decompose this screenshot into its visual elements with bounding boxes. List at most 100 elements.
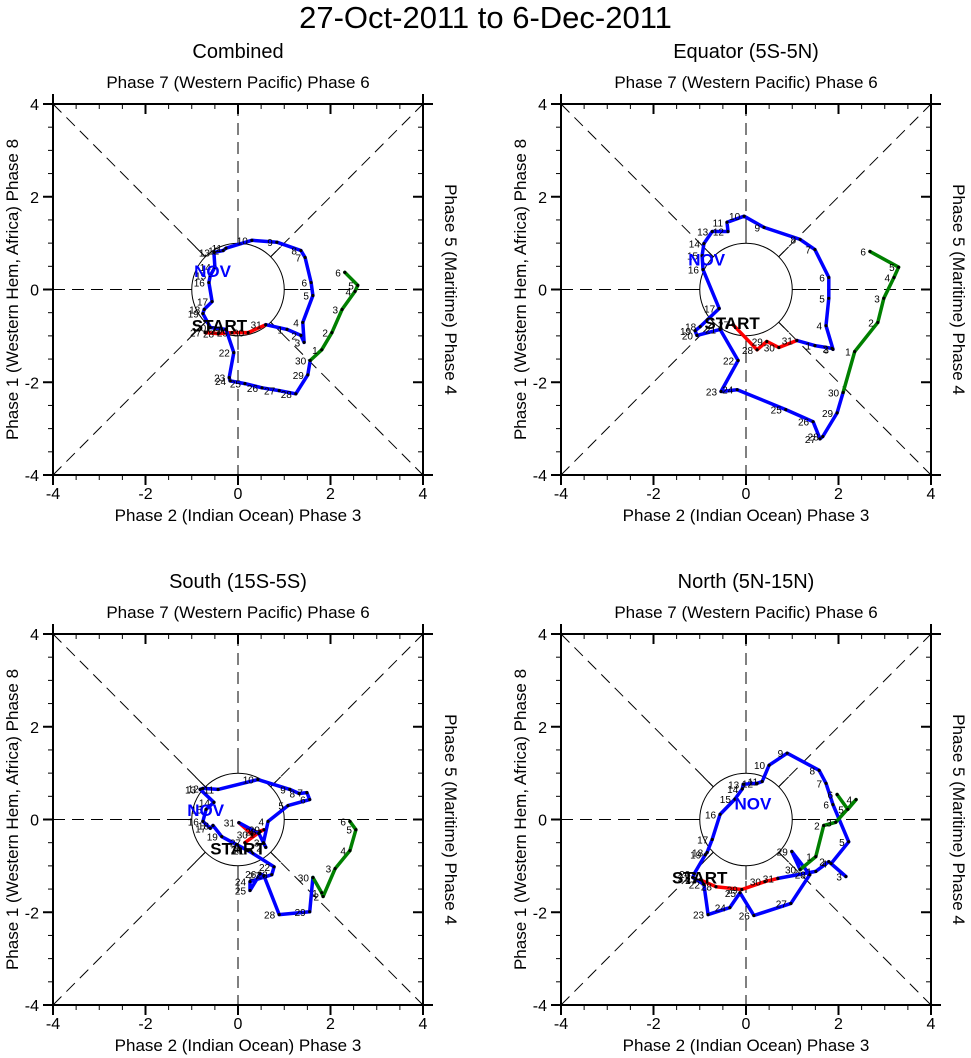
- day-marker: [311, 293, 315, 298]
- day-label: 5: [278, 802, 284, 813]
- x-tick-label: -4: [554, 486, 568, 503]
- day-marker: [227, 376, 231, 380]
- day-label: 24: [715, 904, 727, 915]
- day-label: 1: [806, 867, 812, 878]
- figure-title: 27-Oct-2011 to 6-Dec-2011: [299, 0, 672, 35]
- day-marker: [808, 873, 812, 877]
- day-label: 28: [245, 828, 257, 839]
- day-label: 17: [704, 305, 716, 316]
- x-tick-label: 2: [834, 486, 843, 503]
- day-marker: [348, 848, 352, 853]
- guide-stub: [703, 851, 714, 863]
- y-axis-label: Phase 1 (Western Hem, Africa) Phase 8: [511, 139, 530, 440]
- day-label: 19: [690, 851, 702, 862]
- day-marker: [698, 878, 702, 882]
- right-axis-label: Phase 5 (Maritime) Phase 4: [441, 184, 460, 395]
- day-label: 27: [190, 329, 202, 340]
- start-label: START: [672, 868, 728, 887]
- day-marker: [250, 238, 254, 242]
- day-label: 4: [847, 796, 853, 807]
- day-marker: [702, 241, 706, 246]
- day-label: 24: [235, 878, 247, 889]
- day-marker: [216, 787, 220, 791]
- right-axis-label: Phase 5 (Maritime) Phase 4: [441, 714, 460, 925]
- day-marker: [201, 312, 205, 316]
- guide-stub: [195, 851, 206, 863]
- day-label: 8: [289, 790, 295, 801]
- y-tick-label: 2: [30, 720, 39, 737]
- day-label: 16: [194, 279, 206, 290]
- day-marker: [726, 229, 730, 234]
- day-label: 29: [822, 409, 834, 420]
- day-marker: [728, 906, 732, 910]
- y-tick-label: -4: [533, 998, 547, 1015]
- x-tick-label: 0: [742, 486, 751, 503]
- day-marker: [706, 912, 710, 917]
- day-label: 30: [750, 878, 762, 889]
- day-label: 28: [281, 390, 293, 401]
- day-label: 6: [828, 790, 834, 801]
- day-marker: [717, 306, 721, 311]
- day-marker: [356, 283, 360, 287]
- x-tick-label: 2: [834, 1016, 843, 1033]
- day-label: 21: [678, 873, 690, 884]
- day-marker: [320, 348, 324, 352]
- diagonal-guide: [560, 103, 932, 476]
- day-label: 5: [819, 294, 825, 305]
- day-label: 26: [247, 384, 259, 395]
- start-label: START: [192, 317, 248, 336]
- x-tick-label: -2: [138, 486, 152, 503]
- guide-stub: [195, 776, 206, 788]
- day-label: 29: [249, 826, 261, 837]
- day-label: 13: [185, 785, 197, 796]
- day-marker: [844, 874, 848, 879]
- guide-stub: [270, 246, 281, 258]
- day-marker: [308, 910, 312, 914]
- day-label: 27: [685, 876, 697, 887]
- chart-panel-3: North (5N-15N) Phase 7 (Western Pacific) …: [511, 571, 968, 1055]
- day-marker: [798, 237, 802, 242]
- day-label: 16: [688, 266, 700, 277]
- day-label: 18: [685, 323, 697, 334]
- day-label: 5: [839, 838, 845, 849]
- day-label: 22: [723, 356, 735, 367]
- day-label: 18: [692, 848, 704, 859]
- x-tick-label: -2: [138, 1016, 152, 1033]
- day-marker: [835, 792, 839, 797]
- y-tick-label: -2: [533, 905, 547, 922]
- panel-title: Combined: [192, 41, 283, 63]
- day-marker: [243, 382, 247, 386]
- month-label-nov: NOV: [688, 250, 726, 269]
- day-marker: [811, 420, 815, 424]
- day-marker: [752, 913, 756, 918]
- day-marker: [763, 880, 767, 884]
- y-tick-label: 0: [538, 813, 547, 830]
- day-label: 1: [277, 325, 283, 336]
- day-marker: [882, 296, 886, 300]
- day-marker: [765, 339, 769, 344]
- day-label: 11: [713, 218, 724, 229]
- day-marker: [822, 823, 826, 828]
- y-tick-label: -4: [533, 468, 547, 485]
- x-tick-label: 4: [927, 1016, 936, 1033]
- day-marker: [210, 299, 214, 304]
- day-marker: [710, 229, 714, 234]
- day-marker: [299, 248, 303, 253]
- x-tick-label: 4: [927, 486, 936, 503]
- day-label: 31: [224, 819, 236, 830]
- day-label: 19: [207, 833, 219, 844]
- day-label: 3: [295, 338, 301, 349]
- day-marker: [813, 344, 817, 348]
- day-label: 25: [235, 886, 247, 897]
- day-marker: [220, 835, 224, 839]
- day-marker: [266, 819, 270, 823]
- day-label: 17: [195, 824, 207, 835]
- day-label: 21: [233, 847, 245, 858]
- y-tick-label: 0: [538, 283, 547, 300]
- guide-stub: [703, 321, 714, 333]
- day-marker: [208, 826, 212, 830]
- day-marker: [248, 888, 252, 893]
- day-marker: [835, 411, 839, 415]
- day-label: 17: [697, 835, 709, 846]
- day-marker: [846, 807, 850, 811]
